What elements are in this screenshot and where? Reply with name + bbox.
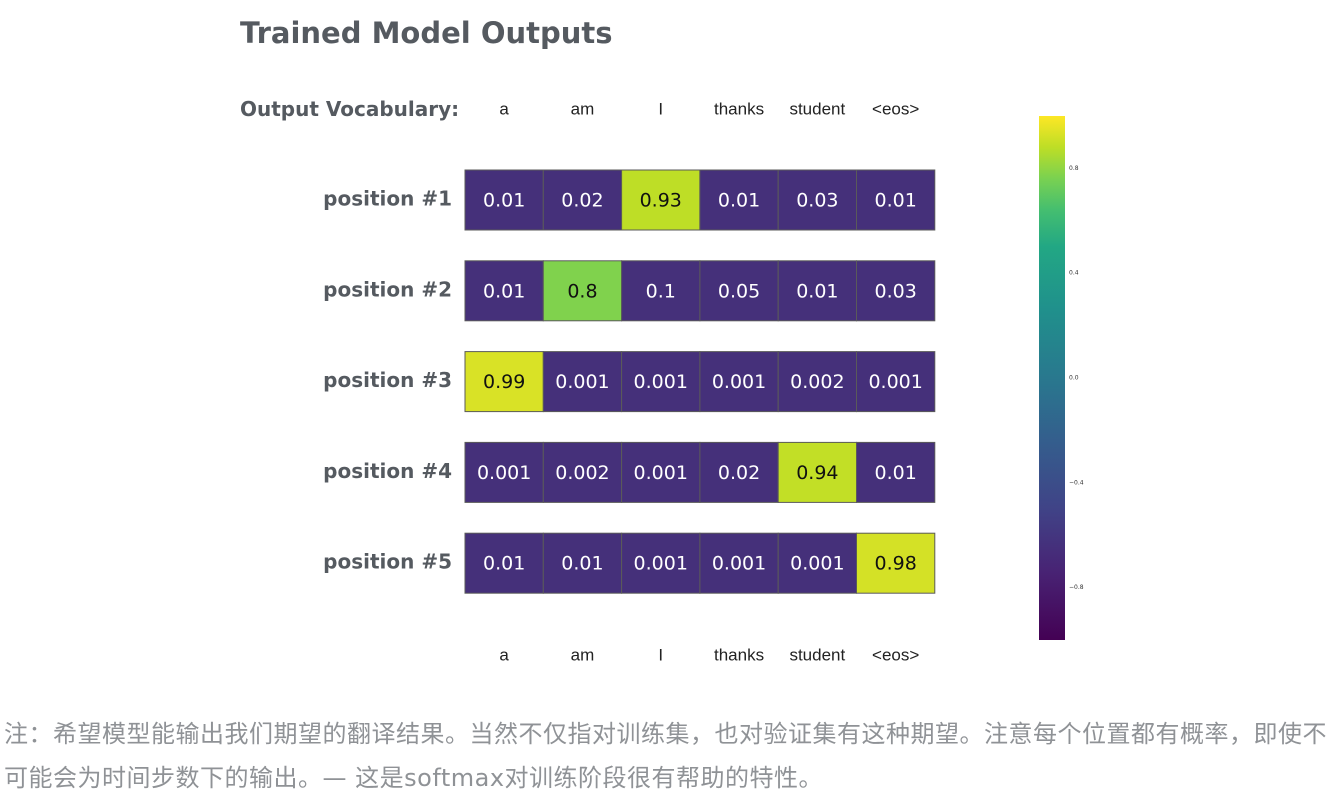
col-label-top: student — [789, 99, 845, 118]
heatmap-cell — [542, 441, 623, 503]
col-label-bottom: <eos> — [872, 645, 919, 664]
col-label-top: thanks — [714, 99, 764, 118]
colorbar-tick-label: 0.8 — [1069, 165, 1079, 172]
col-label-bottom: student — [789, 645, 845, 664]
heatmap-cell — [621, 441, 701, 503]
col-label-bottom: I — [658, 645, 663, 664]
heatmap-cell — [464, 260, 544, 322]
cell-value-label: 0.001 — [634, 553, 688, 575]
cell-value-label: 0.001 — [477, 462, 531, 484]
cell-value-label: 0.03 — [874, 280, 916, 302]
col-label-top: am — [571, 99, 595, 118]
cell-value-label: 0.001 — [555, 371, 609, 393]
row-label: position #1 — [323, 187, 452, 211]
col-label-bottom: am — [571, 645, 595, 664]
col-label-bottom: thanks — [714, 645, 764, 664]
heatmap-cell — [542, 532, 623, 594]
cell-value-label: 0.93 — [640, 190, 682, 212]
colorbar-tick-label: −0.8 — [1069, 584, 1084, 591]
heatmap-cell — [621, 169, 701, 231]
colorbar-tick-label: 0.4 — [1069, 270, 1079, 277]
heatmap-cell — [856, 260, 936, 322]
heatmap-cell — [621, 351, 701, 413]
col-label-top: <eos> — [872, 99, 919, 118]
heatmap-cell — [621, 260, 701, 322]
col-label-bottom: a — [499, 645, 509, 664]
heatmap-cell — [542, 351, 623, 413]
cell-value-label: 0.03 — [796, 190, 838, 212]
heatmap-cell — [777, 532, 858, 594]
heatmap-cell — [699, 441, 779, 503]
cell-value-label: 0.01 — [874, 190, 916, 212]
row-label: position #4 — [323, 459, 452, 483]
cell-value-label: 0.002 — [555, 462, 609, 484]
heatmap-cell — [856, 351, 936, 413]
colorbar-tick-label: 0.0 — [1069, 375, 1079, 382]
cell-value-label: 0.01 — [483, 553, 525, 575]
cell-value-label: 0.94 — [796, 462, 838, 484]
heatmap-cell — [464, 169, 544, 231]
heatmap-cell — [856, 532, 936, 594]
heatmap-cell — [856, 169, 936, 231]
colorbar-gradient — [1039, 116, 1065, 640]
heatmap-cell — [856, 441, 936, 503]
heatmap-cell — [542, 260, 623, 322]
chart-title: Trained Model Outputs — [240, 16, 613, 50]
cell-value-label: 0.001 — [634, 462, 688, 484]
vocab-label: Output Vocabulary: — [240, 97, 460, 121]
cell-value-label: 0.01 — [483, 280, 525, 302]
cell-value-label: 0.01 — [561, 553, 603, 575]
cell-value-label: 0.001 — [868, 371, 922, 393]
heatmap-cell — [777, 169, 858, 231]
heatmap-cell — [699, 532, 779, 594]
heatmap-cell — [542, 169, 623, 231]
heatmap-cell — [464, 532, 544, 594]
heatmap-cell — [464, 441, 544, 503]
col-label-top: I — [658, 99, 663, 118]
col-label-top: a — [499, 99, 509, 118]
cell-value-label: 0.01 — [796, 280, 838, 302]
heatmap-cell — [777, 260, 858, 322]
heatmap-cell — [699, 169, 779, 231]
cell-value-label: 0.001 — [712, 553, 766, 575]
colorbar-tick-label: −0.4 — [1069, 479, 1084, 486]
cell-value-label: 0.01 — [718, 190, 760, 212]
cell-value-label: 0.99 — [483, 371, 525, 393]
cell-value-label: 0.02 — [561, 190, 603, 212]
row-label: position #2 — [323, 277, 452, 301]
heatmap-cell — [464, 351, 544, 413]
row-label: position #5 — [323, 550, 452, 574]
colorbar: 0.8 0.4 0.0 −0.4 −0.8 — [1039, 116, 1084, 640]
cell-value-label: 0.8 — [567, 280, 597, 302]
row-label: position #3 — [323, 368, 452, 392]
heatmap-cell — [777, 441, 858, 503]
cell-value-label: 0.02 — [718, 462, 760, 484]
cell-value-label: 0.98 — [874, 553, 916, 575]
cell-value-label: 0.002 — [790, 371, 844, 393]
cell-value-label: 0.05 — [718, 280, 760, 302]
cell-value-label: 0.01 — [483, 190, 525, 212]
cell-value-label: 0.1 — [646, 280, 676, 302]
cell-value-label: 0.01 — [874, 462, 916, 484]
cell-value-label: 0.001 — [790, 553, 844, 575]
cell-value-label: 0.001 — [634, 371, 688, 393]
caption-note: 注：希望模型能输出我们期望的翻译结果。当然不仅指对训练集，也对验证集有这种期望。… — [4, 720, 1327, 792]
cell-value-label: 0.001 — [712, 371, 766, 393]
